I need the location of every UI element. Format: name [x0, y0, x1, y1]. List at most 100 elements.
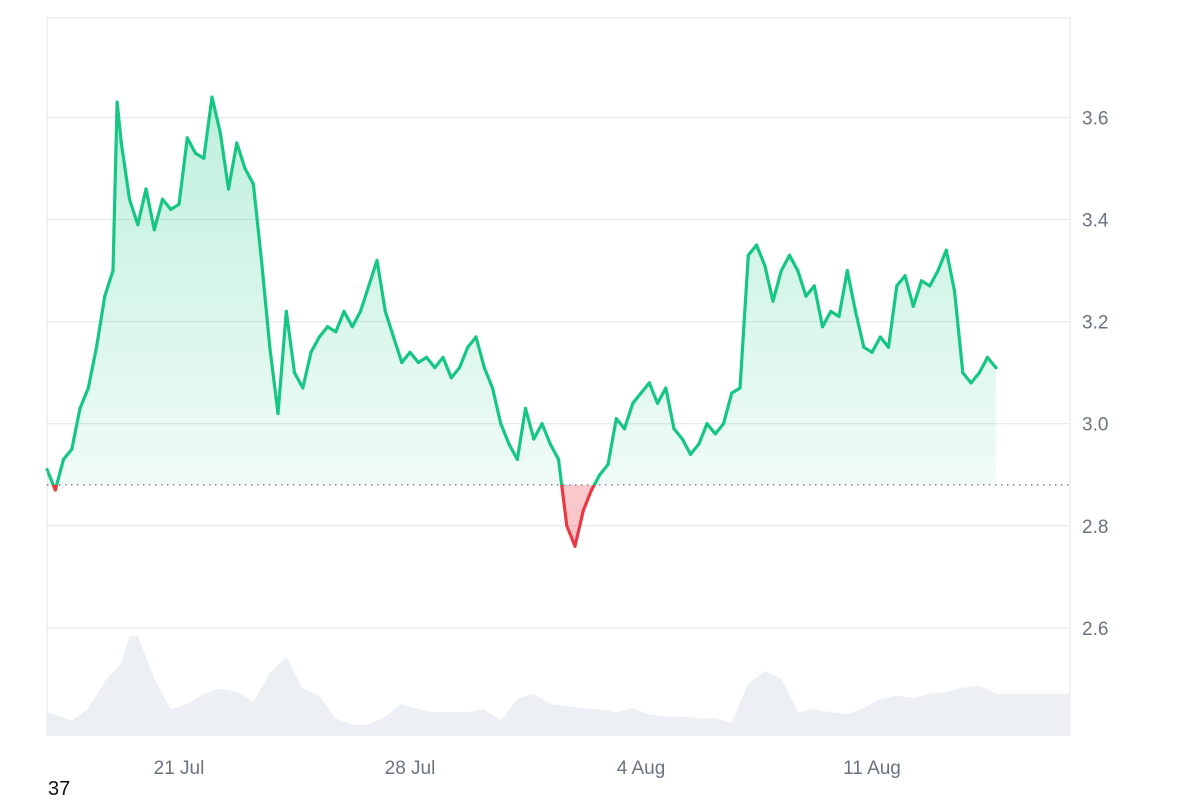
price-point: [383, 309, 387, 313]
price-point: [193, 151, 198, 155]
price-point: [721, 422, 726, 426]
price-point: [358, 309, 363, 313]
price-point: [870, 350, 874, 354]
y-tick-label: 3.6: [1082, 109, 1108, 130]
price-point: [878, 335, 882, 339]
price-point: [317, 335, 321, 339]
price-point: [944, 248, 948, 252]
price-point: [441, 355, 445, 359]
price-point: [771, 299, 775, 303]
price-point: [829, 309, 833, 313]
price-point: [589, 488, 594, 492]
price-point: [251, 182, 255, 186]
price-point: [556, 457, 561, 461]
price-point: [185, 136, 189, 140]
y-axis-ticks: 2.6 2.8 3.0 3.2 3.4 3.6: [1082, 109, 1109, 640]
x-tick-label: 28 Jul: [385, 758, 436, 779]
price-point: [862, 345, 866, 349]
price-point: [466, 345, 470, 349]
footer-count-label: 37: [48, 778, 71, 800]
price-point: [169, 207, 173, 211]
price-point: [449, 376, 453, 380]
price-point: [928, 284, 932, 288]
price-point: [581, 508, 585, 513]
y-tick-label: 3.2: [1082, 313, 1108, 334]
price-point: [259, 258, 264, 262]
price-point: [895, 284, 899, 288]
price-point: [136, 223, 140, 227]
price-points: [45, 95, 998, 548]
y-tick-label: 2.8: [1082, 517, 1108, 538]
price-point: [515, 457, 519, 461]
price-point: [408, 350, 412, 354]
y-tick-label: 2.6: [1082, 619, 1108, 640]
price-point: [424, 355, 429, 359]
y-tick-label: 3.4: [1082, 211, 1109, 232]
price-point: [111, 269, 115, 273]
price-point: [177, 202, 181, 206]
price-point: [499, 422, 503, 426]
price-point: [655, 401, 660, 405]
price-point: [342, 309, 346, 313]
price-point: [903, 274, 907, 278]
price-point: [985, 355, 990, 359]
price-point: [779, 269, 783, 273]
price-point: [160, 197, 165, 201]
price-point: [507, 442, 511, 446]
price-point: [565, 524, 569, 528]
price-point: [606, 462, 610, 467]
price-point: [284, 309, 288, 313]
price-point: [210, 95, 214, 99]
price-point: [119, 141, 123, 145]
price-point: [540, 422, 544, 426]
price-point: [268, 345, 272, 349]
price-point: [598, 473, 602, 477]
price-point: [746, 253, 750, 257]
price-point: [622, 427, 627, 431]
price-point: [301, 386, 305, 390]
price-point: [375, 258, 379, 262]
x-tick-label: 4 Aug: [617, 758, 666, 779]
price-point: [400, 360, 404, 365]
price-point: [490, 386, 495, 390]
price-point: [325, 325, 330, 329]
y-tick-label: 3.0: [1082, 415, 1108, 436]
price-point: [845, 269, 849, 273]
price-point: [639, 391, 643, 395]
price-point: [911, 304, 915, 308]
price-point: [713, 432, 717, 436]
price-point: [202, 156, 206, 160]
price-point: [812, 284, 816, 288]
price-point: [763, 263, 767, 268]
price-point: [853, 309, 858, 313]
price-point: [115, 100, 119, 104]
price-point: [474, 335, 478, 339]
price-point: [977, 371, 981, 375]
price-point: [738, 386, 742, 390]
price-point: [78, 406, 82, 410]
price-point: [820, 325, 825, 329]
price-point: [70, 447, 74, 451]
volume-area: [47, 636, 1070, 735]
price-point: [548, 442, 552, 446]
price-point: [787, 253, 792, 257]
price-point: [614, 417, 618, 421]
price-point: [697, 442, 701, 446]
price-point: [672, 427, 676, 431]
price-point: [103, 294, 107, 298]
price-point: [961, 371, 965, 375]
price-point: [416, 360, 420, 365]
price-point: [144, 187, 148, 191]
price-point: [994, 366, 998, 370]
price-point: [243, 166, 247, 171]
price-point: [664, 386, 668, 390]
price-point: [218, 131, 222, 135]
price-point: [86, 386, 90, 390]
price-point: [276, 411, 280, 416]
price-point: [919, 279, 924, 283]
price-point: [482, 366, 486, 370]
price-point: [152, 228, 156, 232]
price-point: [226, 187, 231, 191]
price-point: [730, 391, 734, 395]
